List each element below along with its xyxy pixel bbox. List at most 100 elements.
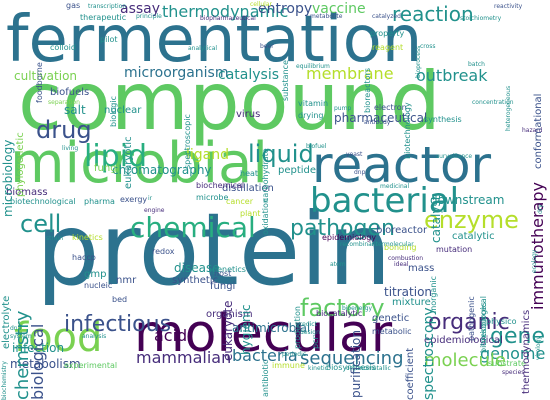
- word-food: food: [14, 315, 103, 361]
- word-gas: gas: [66, 1, 81, 10]
- word-synthetic: synthetic: [172, 275, 219, 286]
- word-biotechnology: biotechnology: [403, 102, 412, 159]
- word-periodic: periodic: [282, 351, 307, 358]
- word-downstream: downstream: [430, 193, 505, 207]
- word-vaccine: vaccine: [312, 1, 366, 17]
- word-spectroscopy: spectroscopy: [421, 307, 437, 400]
- word-inorganic: inorganic: [429, 275, 438, 313]
- word-kinetic: kinetic: [308, 365, 328, 372]
- word-entropy: entropy: [258, 1, 313, 17]
- word-gmp: gmp: [84, 269, 107, 280]
- word-catalyzed: catalyzed: [372, 13, 401, 20]
- word-ir: ir: [148, 195, 153, 202]
- word-lipid: lipid: [84, 139, 148, 174]
- word-outbreak: outbreak: [416, 66, 488, 85]
- word-eukaryotic: eukaryotic: [123, 136, 134, 189]
- word-antibiotic: antibiotic: [261, 359, 270, 397]
- word-system: system: [10, 333, 32, 340]
- word-stoichiometry: stoichiometry: [460, 15, 502, 22]
- word-hazard: hazard: [522, 127, 543, 134]
- word-transcription: transcription: [88, 3, 127, 10]
- word-metabolism: metabolism: [10, 357, 81, 371]
- word-mammalian: mammalian: [136, 348, 232, 367]
- word-electrolyte: electrolyte: [1, 295, 12, 349]
- word-reaction: reaction: [392, 2, 474, 26]
- word-pump: pump: [334, 105, 352, 112]
- word-disease: disease: [174, 261, 220, 275]
- word-hygienic: hygienic: [239, 304, 253, 355]
- word-infectious: infectious: [64, 312, 172, 337]
- word-biocatalytic: biocatalytic: [316, 309, 363, 318]
- word-microbe: microbe: [196, 193, 229, 202]
- word-protein: protein: [36, 191, 392, 308]
- word-physico: physico: [486, 317, 517, 326]
- word-synthesis: synthesis: [424, 115, 462, 124]
- word-molecule: molecule: [424, 350, 507, 371]
- word-toxicological: toxicological: [479, 296, 488, 346]
- word-enzyme: enzyme: [424, 206, 519, 234]
- word-idea: ideal: [394, 261, 409, 268]
- word-drug: drug: [36, 116, 92, 144]
- word-pilot: pilot: [100, 35, 118, 44]
- word-bioreactor: bioreactor: [376, 225, 428, 236]
- word-yeast: yeast: [346, 151, 363, 158]
- word-redox: redox: [152, 247, 175, 256]
- word-biomanufacturing: biopharmaceutical: [200, 15, 256, 22]
- word-bioprocess: bioprocess: [415, 45, 422, 78]
- word-bed: bed: [112, 295, 128, 304]
- word-nucleic: nucleic: [84, 281, 113, 290]
- word-metabolite: metabolite: [310, 13, 343, 20]
- word-predict: predict: [296, 321, 317, 328]
- word-separation: separation: [48, 99, 80, 106]
- word-metabolic: metabolic: [372, 327, 412, 336]
- word-dry: dry: [537, 204, 544, 214]
- word-dna: dna: [10, 325, 22, 332]
- word-antimicrobial: antimicrobial: [232, 321, 311, 335]
- word-biological: biological: [28, 323, 47, 400]
- word-cross: cross: [420, 43, 436, 50]
- word-recombinant: recombinant: [340, 241, 378, 248]
- word-beer: beer: [260, 43, 274, 50]
- word-pathogen: pathogen: [290, 216, 395, 241]
- word-carbohydrate: carbohydrate: [261, 148, 270, 202]
- word-production: production: [293, 306, 302, 349]
- word-compound: compound: [18, 55, 441, 148]
- word-design: design: [300, 329, 320, 336]
- word-bioenergy: bioenergy: [342, 305, 373, 312]
- word-biochemistry: biochemistry: [1, 361, 8, 400]
- word-pathogenic: pathogenic: [467, 296, 476, 341]
- word-surveillance: surveillance: [436, 153, 473, 160]
- word-membrane: membrane: [306, 64, 394, 83]
- word-virology: virology: [535, 336, 542, 360]
- word-mutation: mutation: [436, 245, 473, 254]
- word-bacterial: bacterial: [310, 181, 460, 221]
- word-immune: immune: [272, 361, 305, 370]
- word-heat: heat: [240, 169, 259, 178]
- word-vitamin: vitamin: [298, 99, 329, 108]
- word-plant: plant: [240, 209, 261, 218]
- word-cancer: cancer: [226, 197, 253, 206]
- word-nuclear: nuclear: [104, 105, 142, 116]
- word-heterogeneous: heterogeneous: [505, 85, 512, 131]
- word-fungi: fungi: [94, 163, 120, 174]
- word-fermentation: fermentation: [6, 3, 423, 77]
- word-substrate: substrate: [488, 359, 526, 368]
- word-ligand: ligand: [186, 147, 230, 163]
- word-analytical: analytical: [188, 45, 218, 52]
- word-infection: infection: [12, 341, 65, 355]
- word-medicinal: medicinal: [380, 183, 410, 190]
- word-chromatography: chromatography: [112, 163, 212, 177]
- word-bacteria: bacteria: [232, 346, 298, 365]
- word-reactivity: reactivity: [494, 3, 523, 10]
- word-factory: factory: [300, 294, 385, 322]
- word-foodborne: foodborne: [35, 62, 44, 103]
- word-spectroscopic: spectroscopic: [183, 114, 192, 169]
- word-therapeutic: therapeutic: [80, 13, 127, 22]
- word-organic: organic: [428, 310, 510, 335]
- word-catalysis: catalysis: [218, 67, 279, 83]
- word-genome: genome: [480, 344, 546, 363]
- word-experimental: experimental: [64, 361, 118, 370]
- word-thermodynamics: thermodynamics: [521, 309, 532, 394]
- word-reactor: reactor: [312, 136, 492, 194]
- word-genetics: genetics: [212, 265, 246, 274]
